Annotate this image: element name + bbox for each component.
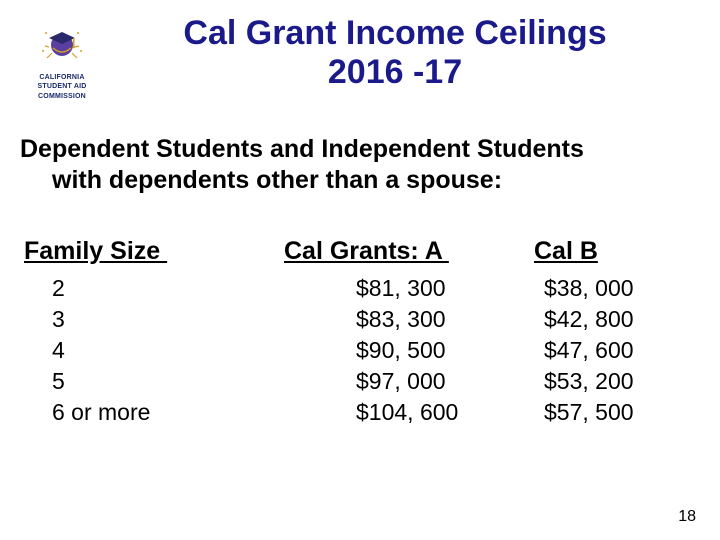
subtitle-line2: with dependents other than a spouse: — [20, 165, 700, 196]
table-cell: $47, 600 — [534, 335, 696, 366]
table-cell: $97, 000 — [254, 366, 534, 397]
page-title-line2: 2016 -17 — [90, 53, 700, 92]
header-cal-grant-a: Cal Grants: A — [254, 235, 534, 268]
table-cell: 4 — [24, 335, 254, 366]
table-cell: $90, 500 — [254, 335, 534, 366]
income-table: Family Size 2 3 4 5 6 or more Cal Grants… — [20, 235, 700, 429]
col-cal-b: Cal B $38, 000 $42, 800 $47, 600 $53, 20… — [534, 235, 696, 429]
col-family-size: Family Size 2 3 4 5 6 or more — [24, 235, 254, 429]
csac-logo: CALIFORNIA STUDENT AID COMMISSION — [22, 18, 102, 100]
header-family-size: Family Size — [24, 235, 254, 268]
table-cell: $42, 800 — [534, 304, 696, 335]
subtitle: Dependent Students and Independent Stude… — [20, 134, 700, 197]
table-cell: $83, 300 — [254, 304, 534, 335]
table-cell: 3 — [24, 304, 254, 335]
page-number: 18 — [678, 508, 696, 526]
header-cal-b: Cal B — [534, 235, 696, 268]
slide: CALIFORNIA STUDENT AID COMMISSION Cal Gr… — [0, 0, 720, 540]
subtitle-line1: Dependent Students and Independent Stude… — [20, 135, 584, 163]
logo-text-3: COMMISSION — [22, 93, 102, 100]
table-cell: $57, 500 — [534, 397, 696, 428]
title-block: Cal Grant Income Ceilings 2016 -17 — [20, 10, 700, 92]
col-cal-grant-a: Cal Grants: A $81, 300 $83, 300 $90, 500… — [254, 235, 534, 429]
table-cell: 6 or more — [24, 397, 254, 428]
table-cell: $38, 000 — [534, 273, 696, 304]
table-cell: $53, 200 — [534, 366, 696, 397]
graduate-icon — [35, 18, 89, 72]
table-cell: 2 — [24, 273, 254, 304]
table-cell: $104, 600 — [254, 397, 534, 428]
table-cell: $81, 300 — [254, 273, 534, 304]
logo-text-1: CALIFORNIA — [22, 74, 102, 81]
table-cell: 5 — [24, 366, 254, 397]
page-title-line1: Cal Grant Income Ceilings — [90, 14, 700, 53]
subtitle-block: Dependent Students and Independent Stude… — [20, 134, 700, 197]
logo-text-2: STUDENT AID — [22, 83, 102, 90]
